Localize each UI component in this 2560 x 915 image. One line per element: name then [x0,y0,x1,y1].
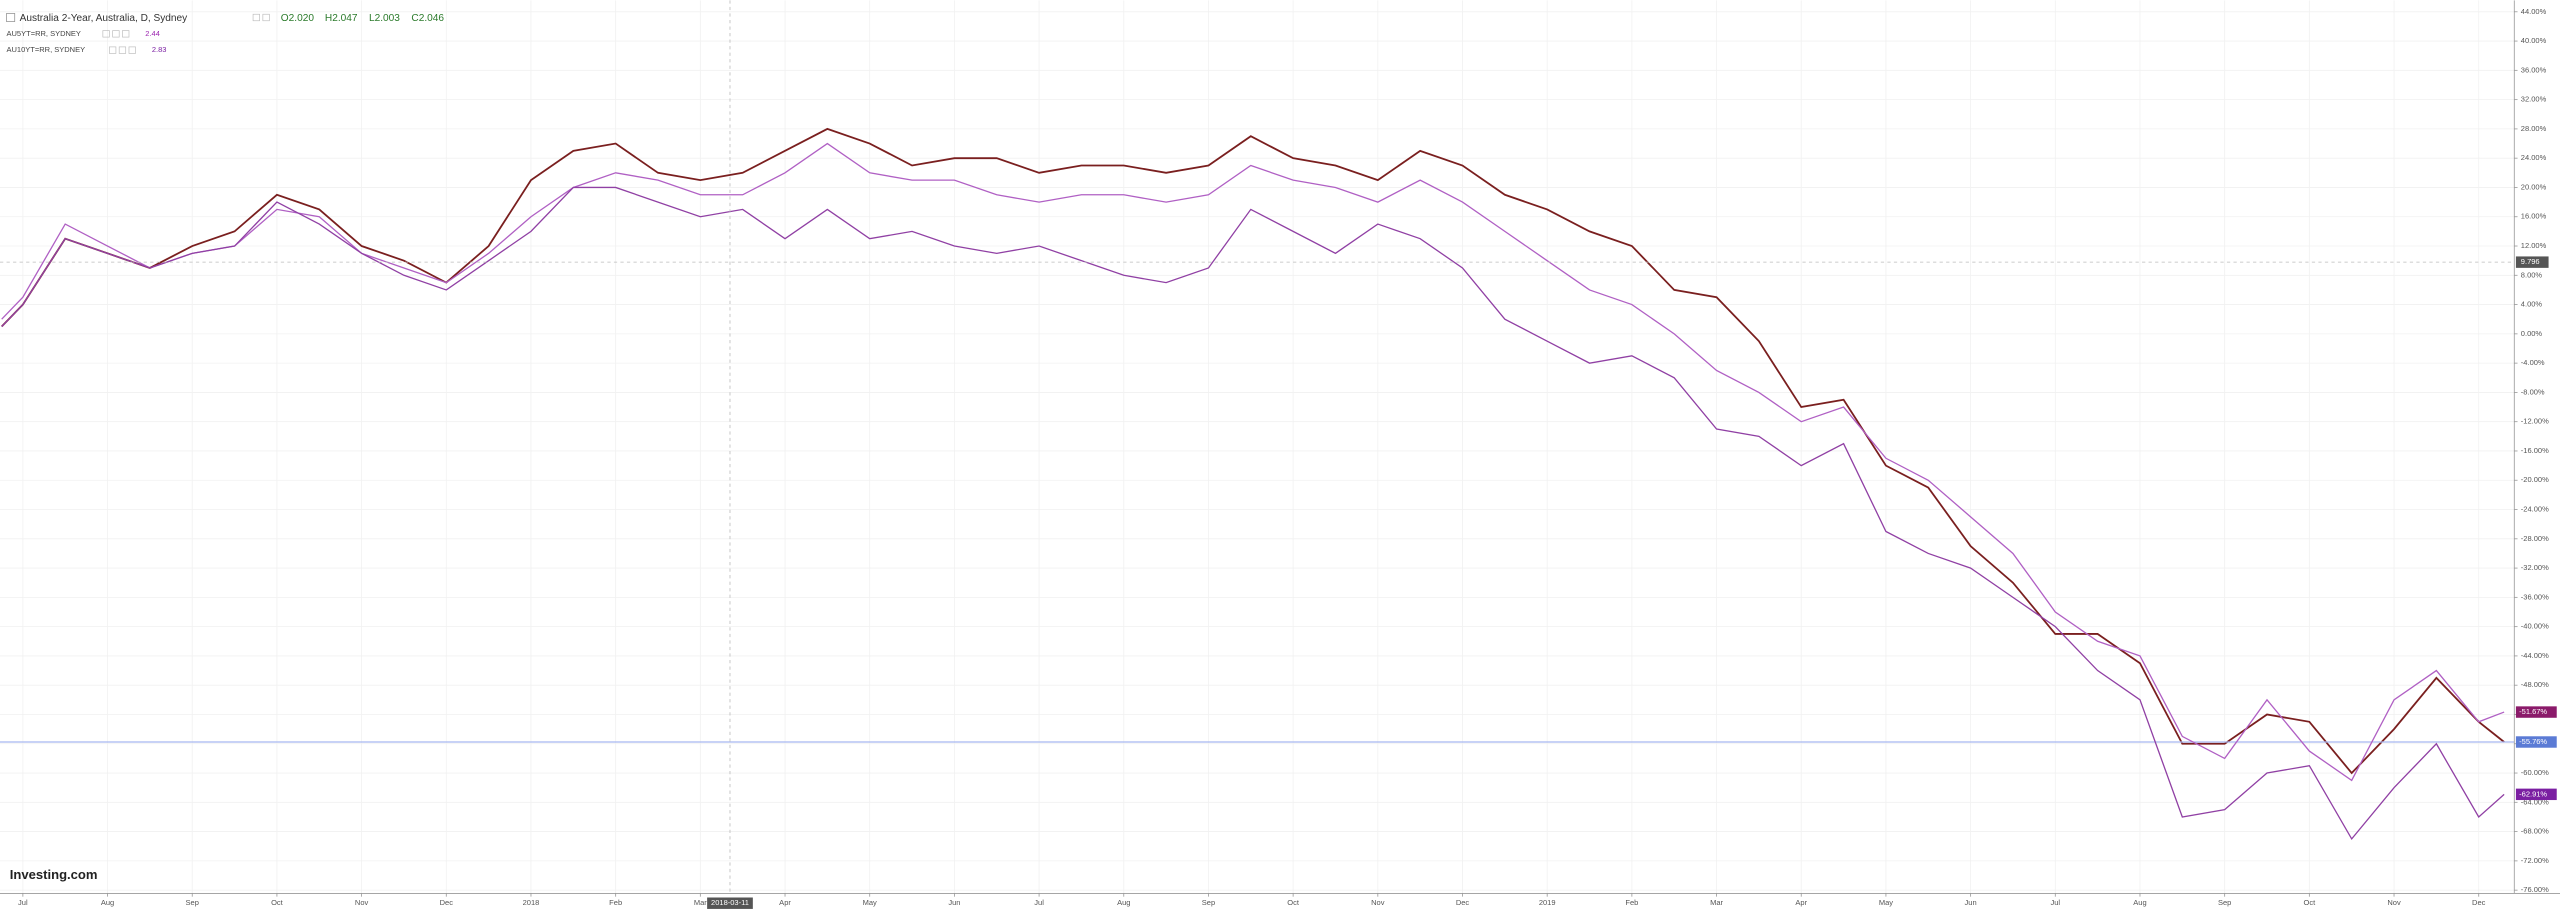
y-tick-label: 44.00% [2521,7,2547,16]
y-tick-label: 8.00% [2521,270,2543,279]
y-tick-label: -20.00% [2521,475,2549,484]
x-tick-label: Dec [2472,898,2486,907]
ohlc-low: L2.003 [369,13,400,24]
x-tick-label: Aug [101,898,114,907]
y-tick-label: -12.00% [2521,417,2549,426]
x-tick-label: Oct [2304,898,2317,907]
header: Australia 2-Year, Australia, D, Sydney O… [6,13,444,54]
y-tick-label: -8.00% [2521,387,2545,396]
icon[interactable] [112,30,120,38]
y-tick-label: -36.00% [2521,592,2549,601]
x-tick-label: Feb [609,898,622,907]
chart-title: Australia 2-Year, Australia, D, Sydney [20,13,189,24]
crosshair-y-tag [2515,256,2549,268]
y-tick-label: -16.00% [2521,446,2549,455]
x-tick-label: Mar [694,898,707,907]
x-tick-label: Jun [1965,898,1977,907]
series-line [1,186,2505,841]
icon[interactable] [118,46,127,54]
x-tick-label: Apr [1795,898,1807,907]
x-tick-label: Nov [1371,898,1385,907]
logo: Investing.com [10,867,98,882]
x-tick-label: Oct [271,898,284,907]
crosshair-y-label: 9.796 [2521,257,2540,266]
grid [0,0,2515,894]
y-tick-label: 32.00% [2521,95,2547,104]
x-tick-label: Aug [2133,898,2146,907]
y-tick-label: 4.00% [2521,300,2543,309]
y-tick-label: 28.00% [2521,124,2547,133]
legend-entry: AU10YT=RR, SYDNEY [7,45,86,54]
icon[interactable] [262,13,270,22]
y-tick-label: -76.00% [2521,885,2549,894]
x-tick-label: Jun [948,898,960,907]
y-tick-label: -28.00% [2521,534,2549,543]
y-tick-label: 36.00% [2521,65,2547,74]
y-tick-label: 12.00% [2521,241,2547,250]
y-tick-label: -48.00% [2521,680,2549,689]
axes: 44.00% 40.00% 36.00% 32.00% 28.00% 24.00% 20.0… [18,7,2557,909]
y-tick-label: -32.00% [2521,563,2549,572]
y-tick-label: -40.00% [2521,622,2549,631]
x-tick-label: Sep [2218,898,2231,907]
x-tick-label: Nov [2387,898,2401,907]
x-tick-label: Jul [1034,898,1044,907]
last-value-tag [2515,706,2557,718]
y-tick-label: -24.00% [2521,505,2549,514]
last-value-tag [2515,736,2557,748]
icon[interactable] [122,30,130,38]
x-tick-label: Dec [440,898,454,907]
x-tick-label: 2018 [523,898,540,907]
plot-area [0,0,2515,894]
y-tick-label: -44.00% [2521,651,2549,660]
y-tick-label: -4.00% [2521,358,2545,367]
x-tick-label: Apr [779,898,791,907]
x-tick-label: Nov [355,898,369,907]
y-tick-label: -64.00% [2521,797,2549,806]
icon[interactable] [109,46,117,54]
last-value-label: -62.91% [2519,789,2547,798]
y-tick-label: 24.00% [2521,153,2547,162]
icon[interactable] [128,46,136,54]
series-line [1,142,2505,782]
x-tick-label: 2019 [1539,898,1556,907]
collapse-icon[interactable] [6,13,16,22]
legend-value: 2.44 [145,29,160,38]
y-tick-label: -60.00% [2521,768,2549,777]
last-value-label: -51.67% [2519,707,2547,716]
ohlc-open: O2.020 [281,13,315,24]
x-tick-label: Oct [1287,898,1300,907]
x-tick-label: Jul [2050,898,2060,907]
ohlc-close: C2.046 [411,13,444,24]
legend-value: 2.83 [152,45,167,54]
last-value-label: -55.76% [2519,737,2547,746]
y-tick-label: -72.00% [2521,856,2549,865]
x-tick-label: May [1879,898,1893,907]
x-tick-label: Aug [1117,898,1130,907]
x-tick-label: Sep [186,898,199,907]
ohlc-high: H2.047 [325,13,358,24]
y-tick-label: 40.00% [2521,36,2547,45]
x-tick-label: Jul [18,898,28,907]
last-value-tag [2515,788,2557,801]
x-tick-label: Mar [1710,898,1723,907]
y-tick-label: 16.00% [2521,212,2547,221]
series-line [1,127,2505,775]
y-tick-label: 0.00% [2521,329,2543,338]
x-tick-label: May [863,898,877,907]
y-tick-label: -68.00% [2521,827,2549,836]
icon[interactable] [102,30,110,38]
x-tick-label: Feb [1625,898,1638,907]
x-tick-label: Dec [1456,898,1470,907]
icon[interactable] [252,13,260,22]
x-tick-label: Sep [1202,898,1215,907]
y-tick-label: 20.00% [2521,182,2547,191]
legend-entry: AU5YT=RR, SYDNEY [7,29,81,38]
crosshair-x-tag [707,897,753,909]
crosshair-x-label: 2018-03-11 [711,898,749,907]
